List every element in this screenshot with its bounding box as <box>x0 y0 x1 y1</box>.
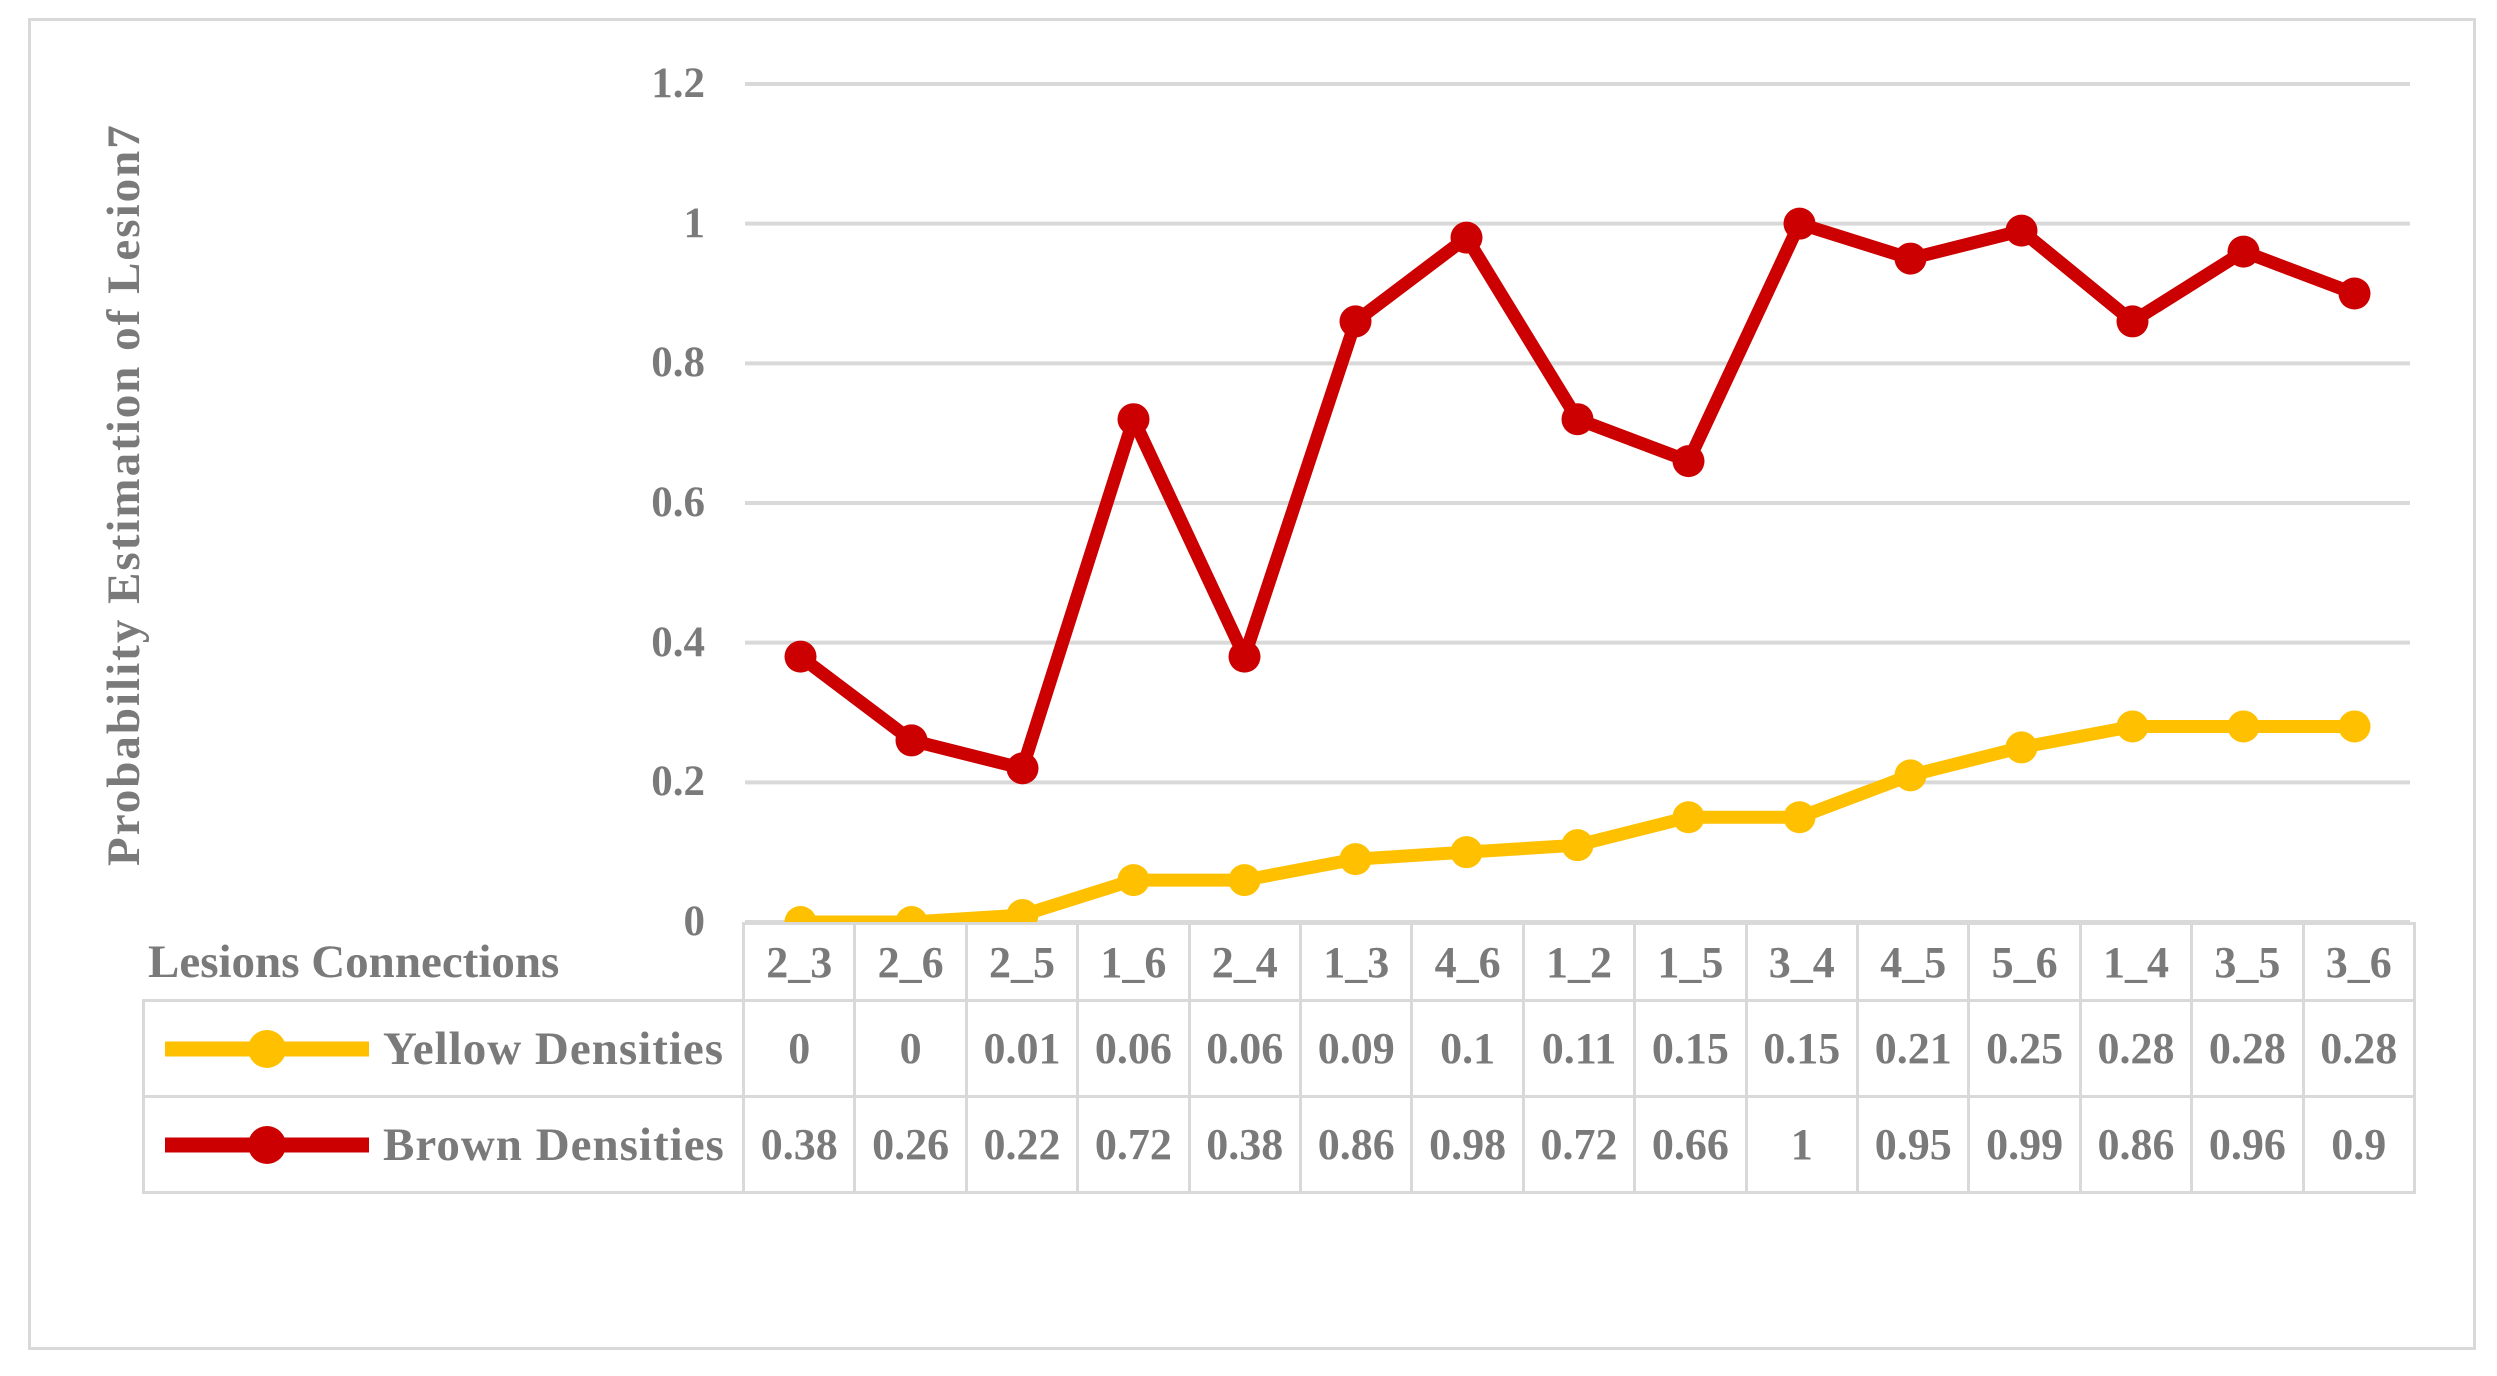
yellow-densities-value-cell: 0.06 <box>1190 1002 1299 1095</box>
brown-densities-value-cell: 0.86 <box>2081 1098 2191 1191</box>
yellow-densities-marker <box>2005 731 2038 764</box>
y-tick-label: 0.8 <box>651 339 705 387</box>
brown-densities-value-cell: 0.9 <box>2304 1098 2413 1191</box>
yellow-densities-value-cell: 0.01 <box>967 1002 1077 1095</box>
brown-densities-marker <box>1006 752 1039 785</box>
brown-densities-value-cell: 0.99 <box>1970 1098 2079 1191</box>
category-header-cell: 1_4 <box>2081 925 2191 999</box>
yellow-densities-marker <box>1672 801 1705 834</box>
yellow-densities-value-cell: 0.15 <box>1636 1002 1745 1095</box>
brown-densities-marker <box>1672 445 1705 478</box>
brown-densities-marker <box>895 724 928 757</box>
y-tick-label: 1.2 <box>651 60 705 107</box>
brown-densities-marker <box>1783 207 1816 240</box>
brown-densities-value-cell: 0.72 <box>1079 1098 1188 1191</box>
y-tick-label: 0.6 <box>651 479 705 526</box>
yellow-densities-value-cell: 0 <box>856 1002 965 1095</box>
category-header-cell: 1_2 <box>1524 925 1634 999</box>
yellow-densities-value-cell: 0.21 <box>1859 1002 1968 1095</box>
yellow-densities-value-cell: 0.28 <box>2081 1002 2191 1095</box>
legend-table: Yellow Densities Brown Densities <box>142 999 745 1194</box>
brown-densities-marker <box>1228 640 1261 673</box>
brown-densities-marker <box>1894 242 1927 275</box>
x-axis-title: Lesions Connections <box>148 936 560 988</box>
brown-densities-value-cell: 0.22 <box>967 1098 1077 1191</box>
category-header-cell: 2_6 <box>856 925 965 999</box>
category-header-cell: 1_3 <box>1302 925 1411 999</box>
yellow-densities-marker <box>1228 864 1261 897</box>
brown-densities-value-cell: 0.38 <box>745 1098 854 1191</box>
yellow-densities-marker <box>1450 836 1483 869</box>
yellow-densities-value-cell: 0.25 <box>1970 1002 2079 1095</box>
brown-densities-marker <box>2227 235 2260 268</box>
brown-densities-marker <box>784 640 817 673</box>
y-axis-tick-labels: 0 0.2 0.4 0.6 0.8 1 1.2 <box>540 0 705 1000</box>
category-header-cell: 3_5 <box>2193 925 2302 999</box>
yellow-densities-marker <box>1561 829 1594 862</box>
category-header-cell: 5_6 <box>1970 925 2079 999</box>
yellow-densities-marker <box>2227 710 2260 743</box>
brown-densities-line <box>794 217 2361 775</box>
yellow-densities-value-cell: 0.11 <box>1524 1002 1634 1095</box>
brown-densities-value-cell: 0.96 <box>2193 1098 2302 1191</box>
legend-row-brown-densities: Brown Densities <box>145 1098 742 1191</box>
yellow-densities-marker <box>2338 710 2371 743</box>
category-header-cell: 3_6 <box>2304 925 2413 999</box>
category-header-cell: 1_5 <box>1636 925 1745 999</box>
data-table: 2_3 2_6 2_5 1_6 2_4 1_3 4_6 1_2 1_5 3_4 4_5 5_6 1_4 3… <box>742 922 2416 1194</box>
legend-row-yellow-densities: Yellow Densities <box>145 1002 742 1095</box>
category-header-cell: 3_4 <box>1747 925 1856 999</box>
category-header-cell: 4_6 <box>1413 925 1522 999</box>
yellow-densities-value-cell: 0.1 <box>1413 1002 1522 1095</box>
legend-label-yellow-densities: Yellow Densities <box>383 1022 725 1075</box>
category-header-cell: 2_3 <box>745 925 854 999</box>
yellow-densities-value-cell: 0.28 <box>2304 1002 2413 1095</box>
category-header-cell: 2_5 <box>967 925 1077 999</box>
y-tick-label: 1 <box>683 199 706 247</box>
yellow-densities-marker <box>1117 864 1150 897</box>
line-chart <box>745 82 2410 938</box>
y-tick-label: 0.4 <box>651 618 705 666</box>
plot-area <box>745 82 2410 938</box>
y-tick-label: 0 <box>683 898 706 945</box>
brown-densities-marker <box>2116 305 2149 338</box>
yellow-densities-value-cell: 0.09 <box>1302 1002 1411 1095</box>
yellow-densities-line <box>794 719 2361 929</box>
yellow-densities-value-cell: 0.06 <box>1079 1002 1188 1095</box>
yellow-densities-marker <box>1339 843 1372 876</box>
brown-densities-value-cell: 0.95 <box>1859 1098 1968 1191</box>
brown-densities-marker <box>1561 403 1594 436</box>
yellow-densities-marker <box>2116 710 2149 743</box>
brown-densities-value-cell: 0.38 <box>1190 1098 1299 1191</box>
yellow-densities-marker <box>1894 759 1927 792</box>
brown-densities-value-cell: 0.72 <box>1524 1098 1634 1191</box>
brown-line-marker-icon <box>165 1125 369 1164</box>
brown-densities-marker <box>2005 214 2038 247</box>
category-header-cell: 2_4 <box>1190 925 1299 999</box>
legend-label-brown-densities: Brown Densities <box>383 1118 725 1171</box>
brown-densities-marker <box>1339 305 1372 338</box>
yellow-densities-value-cell: 0 <box>745 1002 854 1095</box>
brown-densities-value-cell: 0.66 <box>1636 1098 1745 1191</box>
brown-densities-marker <box>2338 277 2371 310</box>
brown-densities-marker <box>1450 221 1483 254</box>
y-axis-title: Probability Estimation of Lesion7 <box>98 123 150 867</box>
yellow-line-marker-icon <box>165 1029 369 1068</box>
brown-densities-value-cell: 1 <box>1747 1098 1856 1191</box>
yellow-densities-value-cell: 0.15 <box>1747 1002 1856 1095</box>
category-header-cell: 4_5 <box>1859 925 1968 999</box>
brown-densities-value-cell: 0.98 <box>1413 1098 1522 1191</box>
yellow-densities-marker <box>1783 801 1816 834</box>
category-header-cell: 1_6 <box>1079 925 1188 999</box>
brown-densities-marker <box>1117 403 1150 436</box>
brown-densities-value-cell: 0.26 <box>856 1098 965 1191</box>
yellow-densities-value-cell: 0.28 <box>2193 1002 2302 1095</box>
brown-densities-value-cell: 0.86 <box>1302 1098 1411 1191</box>
y-tick-label: 0.2 <box>651 758 705 806</box>
